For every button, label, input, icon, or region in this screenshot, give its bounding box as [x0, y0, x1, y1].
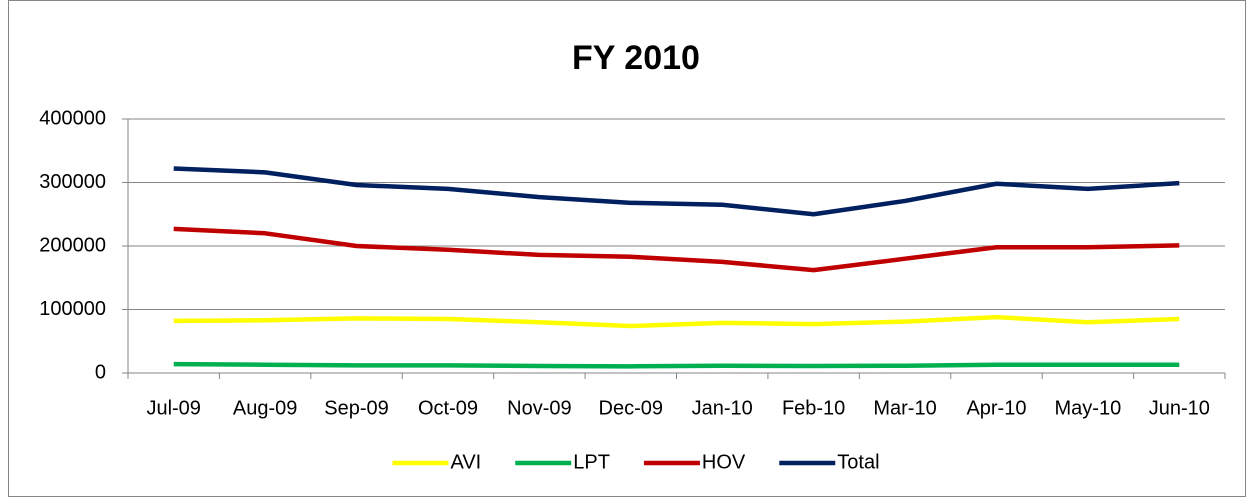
x-tick-label: Nov-09 [507, 397, 571, 419]
x-tick-label: Mar-10 [873, 397, 936, 419]
series-line [173, 361, 1180, 369]
x-tick-label: Jan-10 [692, 397, 753, 419]
x-tick-label: Jul-09 [146, 397, 200, 419]
series-line [173, 314, 1180, 329]
legend-label: Total [837, 451, 879, 473]
y-tick-label: 400000 [39, 107, 106, 129]
y-tick-label: 300000 [39, 171, 106, 193]
x-tick-label: Jun-10 [1149, 397, 1210, 419]
x-tick-label: Sep-09 [324, 397, 389, 419]
chart-title: FY 2010 [572, 39, 700, 77]
y-tick-label: 200000 [39, 234, 106, 256]
x-tick-label: May-10 [1055, 397, 1122, 419]
x-tick-label: Aug-09 [233, 397, 298, 419]
x-tick-label: Feb-10 [782, 397, 845, 419]
legend-label: LPT [573, 451, 610, 473]
x-tick-label: Apr-10 [966, 397, 1026, 419]
y-tick-label: 100000 [39, 298, 106, 320]
y-tick-label: 0 [95, 361, 106, 383]
series-line [173, 226, 1180, 273]
x-tick-label: Oct-09 [418, 397, 478, 419]
legend-label: HOV [702, 451, 746, 473]
series-line [173, 166, 1180, 217]
x-tick-label: Dec-09 [599, 397, 663, 419]
legend-label: AVI [450, 451, 481, 473]
